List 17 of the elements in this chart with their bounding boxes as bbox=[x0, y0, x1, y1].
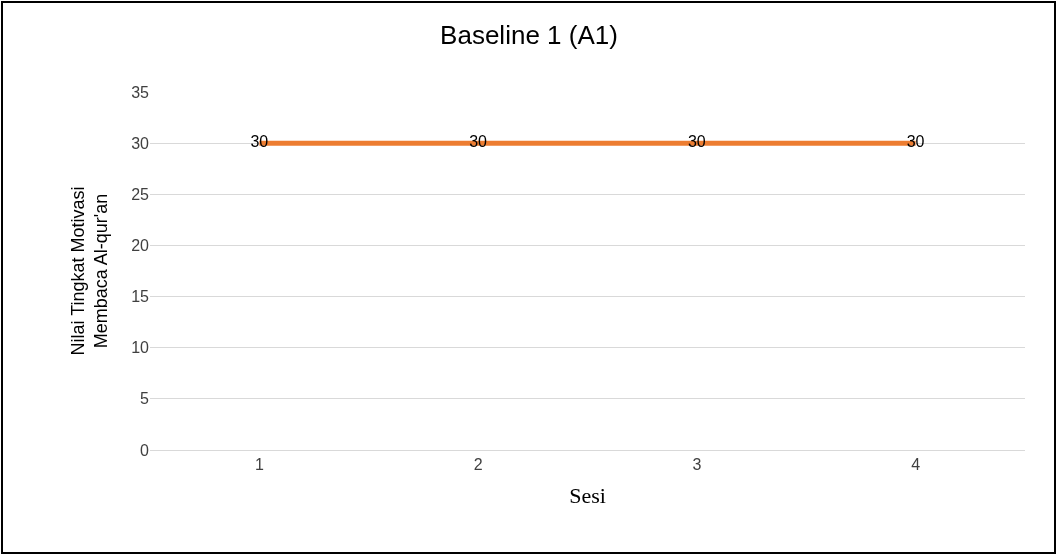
x-axis-title: Sesi bbox=[569, 483, 606, 509]
data-label: 30 bbox=[906, 133, 925, 151]
y-tick-label: 25 bbox=[131, 185, 150, 203]
y-tick-label: 15 bbox=[131, 288, 150, 306]
chart-title: Baseline 1 (A1) bbox=[440, 20, 618, 51]
y-tick-label: 0 bbox=[140, 441, 150, 459]
x-tick-label: 4 bbox=[911, 456, 921, 474]
y-tick-label: 10 bbox=[131, 339, 150, 357]
data-label: 30 bbox=[250, 133, 269, 151]
x-tick-label: 1 bbox=[254, 456, 264, 474]
y-tick-label: 35 bbox=[131, 83, 150, 101]
y-tick-label: 20 bbox=[131, 237, 150, 255]
x-tick-label: 2 bbox=[473, 456, 483, 474]
y-tick-label: 30 bbox=[131, 134, 150, 152]
y-tick-label: 5 bbox=[140, 390, 150, 408]
y-axis-title: Nilai Tingkat Motivasi Membaca Al-qur'an bbox=[68, 186, 112, 356]
x-tick-label: 3 bbox=[692, 456, 702, 474]
